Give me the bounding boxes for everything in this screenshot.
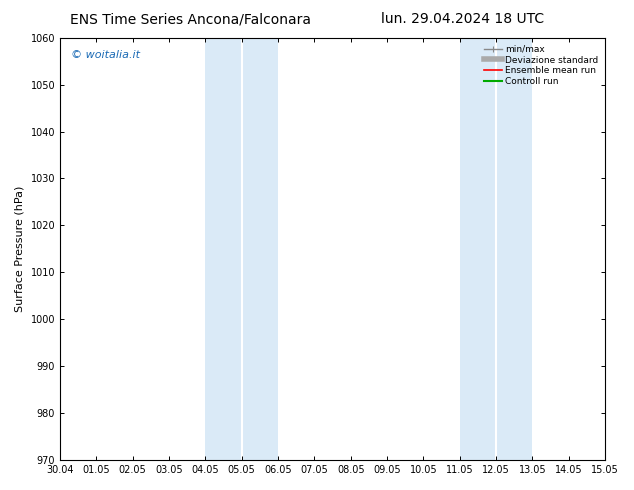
Bar [460,38,496,460]
Bar [242,38,278,460]
Text: © woitalia.it: © woitalia.it [71,50,140,60]
Bar [496,38,533,460]
Y-axis label: Surface Pressure (hPa): Surface Pressure (hPa) [15,186,25,312]
Bar [205,38,242,460]
Legend: min/max, Deviazione standard, Ensemble mean run, Controll run: min/max, Deviazione standard, Ensemble m… [481,42,600,89]
Text: ENS Time Series Ancona/Falconara: ENS Time Series Ancona/Falconara [70,12,311,26]
Text: lun. 29.04.2024 18 UTC: lun. 29.04.2024 18 UTC [381,12,545,26]
